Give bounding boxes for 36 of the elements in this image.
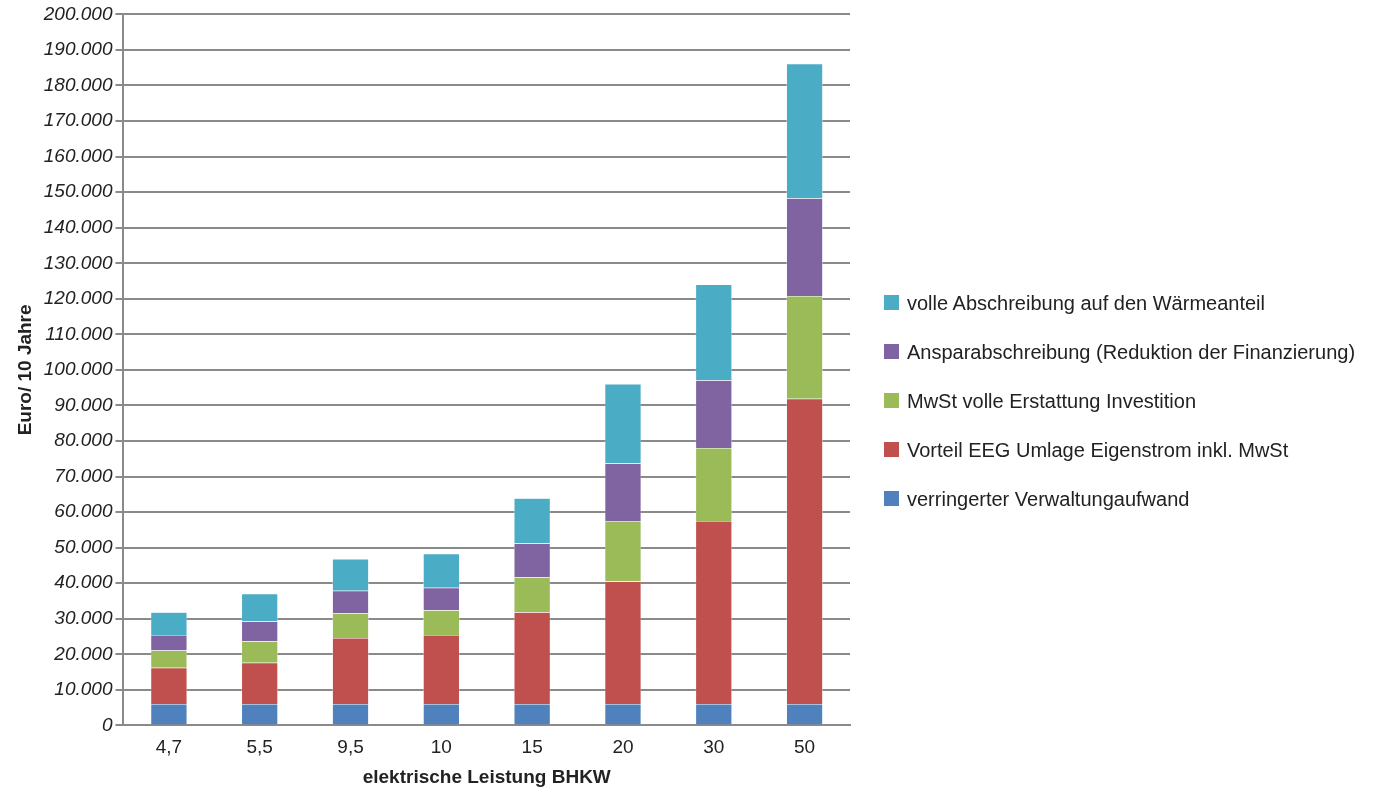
- y-tick-label: 180.000: [43, 73, 113, 95]
- x-axis-title: elektrische Leistung BHKW: [362, 765, 611, 787]
- y-tick-label: 100.000: [43, 358, 113, 380]
- x-tick-label: 4,7: [155, 736, 183, 758]
- x-tick-label: 50: [794, 736, 816, 758]
- y-tick-label: 40.000: [54, 571, 113, 593]
- x-tick-label: 15: [521, 736, 543, 758]
- legend-label: MwSt volle Erstattung Investition: [907, 389, 1197, 414]
- x-tick-label: 20: [612, 736, 634, 758]
- y-tick-label: 190.000: [43, 38, 113, 60]
- y-tick-label: 140.000: [43, 215, 113, 237]
- y-tick-label: 10.000: [54, 678, 113, 700]
- x-tick-label: 30: [703, 736, 725, 758]
- y-tick-label: 70.000: [54, 464, 113, 486]
- legend-label: volle Abschreibung auf den Wärmeanteil: [907, 291, 1265, 316]
- x-tick-label: 9,5: [337, 736, 364, 758]
- y-tick-label: 120.000: [43, 287, 113, 309]
- y-axis-title: Euro/ 10 Jahre: [13, 304, 35, 436]
- y-tick-label: 60.000: [54, 500, 113, 522]
- legend-label: Ansparabschreibung (Reduktion der Finanzierung): [907, 340, 1356, 365]
- y-tick-label: 80.000: [54, 429, 113, 451]
- y-tick-label: 130.000: [43, 251, 113, 273]
- y-tick-label: 90.000: [54, 393, 113, 415]
- y-tick-label: 0: [101, 713, 113, 735]
- legend-label: verringerter Verwaltungaufwand: [907, 487, 1190, 512]
- y-tick-label: 150.000: [43, 180, 113, 202]
- y-tick-label: 200.000: [42, 2, 113, 24]
- y-tick-label: 110.000: [45, 322, 113, 344]
- y-tick-label: 50.000: [54, 535, 113, 557]
- y-tick-label: 170.000: [43, 109, 113, 131]
- legend-label: Vorteil EEG Umlage Eigenstrom inkl. MwSt: [907, 438, 1289, 463]
- y-tick-label: 160.000: [43, 144, 113, 166]
- x-tick-label: 10: [430, 736, 452, 758]
- x-tick-label: 5,5: [246, 736, 273, 758]
- y-tick-label: 20.000: [53, 642, 113, 664]
- y-tick-label: 30.000: [54, 607, 113, 629]
